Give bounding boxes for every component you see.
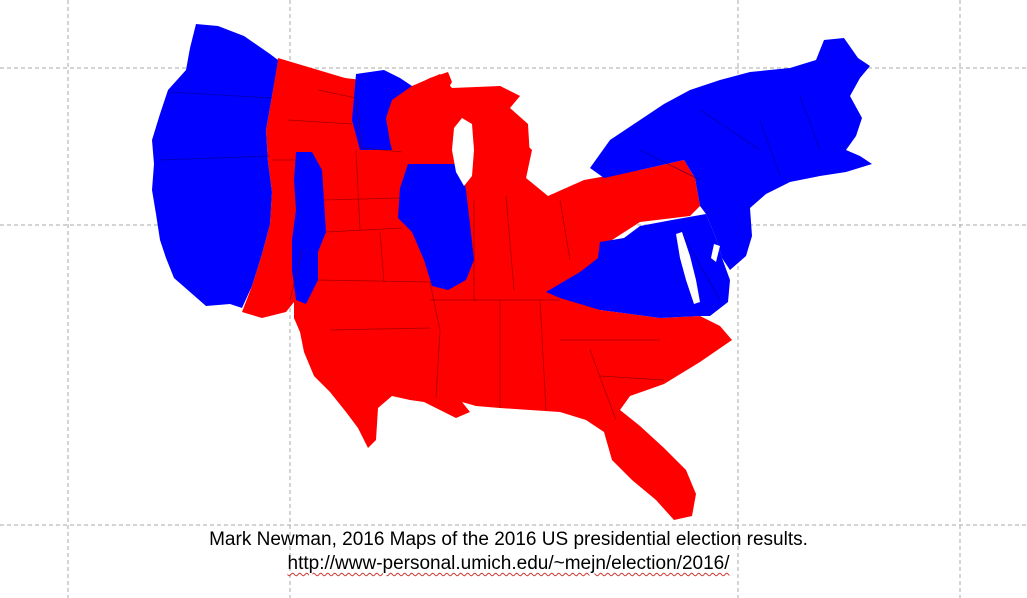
republican-region xyxy=(386,72,520,148)
citation-url: http://www-personal.umich.edu/~mejn/elec… xyxy=(287,553,730,574)
chesapeake-bay xyxy=(676,232,700,304)
citation-line: Mark Newman, 2016 Maps of the 2016 US pr… xyxy=(209,529,808,550)
democrat-region-west-coast xyxy=(152,24,278,308)
democrat-region-minnesota xyxy=(352,70,412,150)
lake-michigan xyxy=(452,118,474,186)
state-borders xyxy=(272,89,665,421)
democrat-region-illinois xyxy=(398,164,474,290)
state-borders-blue xyxy=(159,91,821,301)
citation-url-line: http://www-personal.umich.edu/~mejn/elec… xyxy=(0,552,1017,576)
republican-region xyxy=(242,58,732,520)
democrat-region-northeast xyxy=(590,38,872,270)
citation-caption: Mark Newman, 2016 Maps of the 2016 US pr… xyxy=(0,528,1017,576)
republican-region xyxy=(470,112,532,194)
democrat-region-colorado xyxy=(292,152,326,304)
delaware-bay xyxy=(711,244,720,262)
